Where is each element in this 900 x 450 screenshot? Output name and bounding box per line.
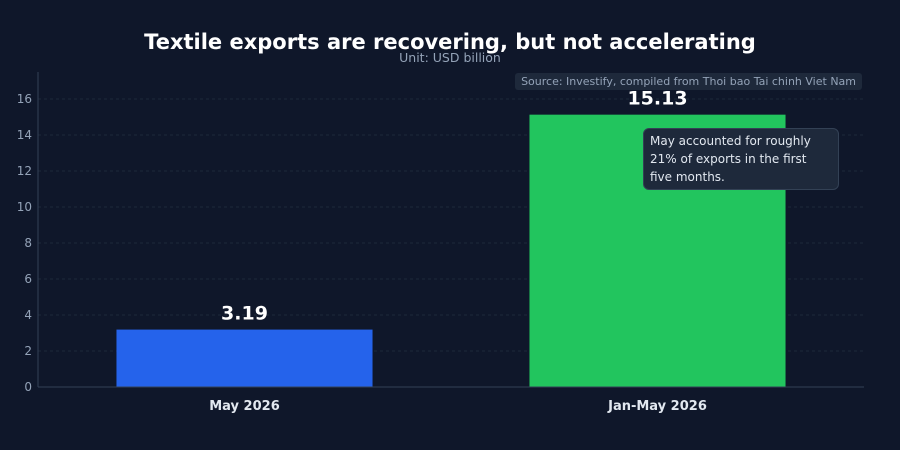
bar-value-label: 3.19 [221,303,268,325]
y-tick-label: 8 [24,236,32,250]
y-tick-label: 10 [17,200,32,214]
data-labels: 3.19 15.13 [221,88,688,325]
y-tick-label: 4 [24,308,32,322]
y-tick-label: 14 [17,128,32,142]
axes: 0 2 4 6 8 10 12 14 16 May 2026 Jan-May 2026 [17,72,864,414]
y-tick-label: 6 [24,272,32,286]
annotation-callout: May accounted for roughly 21% of exports… [643,128,839,190]
source-note: Source: Investify, compiled from Thoi ba… [515,73,862,90]
chart-subtitle: Unit: USD billion [399,50,501,65]
x-category-label: Jan-May 2026 [607,399,707,414]
bar [116,329,373,387]
y-tick-label: 0 [24,380,32,394]
y-tick-label: 2 [24,344,32,358]
chart-title: Textile exports are recovering, but not … [144,30,756,54]
y-tick-label: 16 [17,92,32,106]
y-tick-label: 12 [17,164,32,178]
bar-value-label: 15.13 [627,88,687,110]
x-category-label: May 2026 [209,399,280,414]
